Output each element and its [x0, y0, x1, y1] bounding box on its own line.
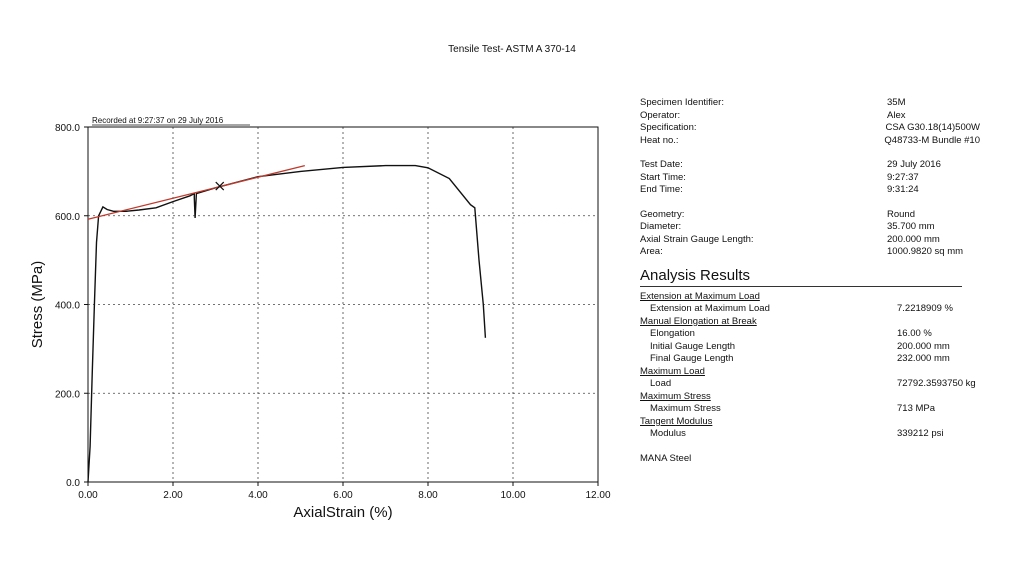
- info-label: Axial Strain Gauge Length:: [640, 233, 754, 245]
- analysis-section-heading: Maximum Load: [640, 365, 705, 377]
- info-row: Final Gauge Length 232.000 mm: [640, 353, 980, 366]
- info-row: Maximum Stress 713 MPa: [640, 403, 980, 416]
- axis-ticks: 0.00 2.00 4.00 6.00 8.00 10.00 12.00 0.0 200.0 40…: [55, 123, 611, 501]
- info-value: CSA G30.18(14)500W: [885, 122, 980, 133]
- x-tick-label: 6.00: [333, 490, 353, 501]
- stress-strain-chart: 0.00 2.00 4.00 6.00 8.00 10.00 12.00 0.0 200.0 40…: [29, 116, 611, 521]
- y-tick-label: 600.0: [55, 212, 80, 223]
- x-axis-title: AxialStrain (%): [293, 504, 392, 521]
- timing-block: Test Date: 29 July 2016 Start Time: 9:27:37…: [640, 159, 980, 197]
- info-value: Round: [887, 208, 915, 220]
- analysis-results: Extension at Maximum Load Extension at Ma…: [640, 291, 980, 441]
- info-row: Specimen Identifier: 35M: [640, 97, 980, 110]
- info-label: Area:: [640, 246, 663, 257]
- chart-title: Tensile Test- ASTM A 370-14: [448, 44, 576, 55]
- series-layer: [87, 164, 487, 483]
- info-label: Modulus: [650, 428, 686, 439]
- info-label: Specimen Identifier:: [640, 97, 724, 108]
- info-value: 29 July 2016: [887, 159, 941, 170]
- info-value: 9:27:37: [887, 171, 919, 183]
- info-label: Extension at Maximum Load: [650, 303, 770, 314]
- info-row: Elongation 16.00 %: [640, 328, 980, 341]
- info-label: Final Gauge Length: [650, 353, 734, 364]
- y-tick-label: 0.0: [66, 478, 80, 489]
- info-label: Specification:: [640, 122, 697, 133]
- info-value: 339212 psi: [897, 428, 944, 439]
- info-label: Start Time:: [640, 171, 686, 183]
- info-label: Operator:: [640, 109, 681, 121]
- info-value: 16.00 %: [897, 328, 932, 339]
- grid: [88, 127, 598, 482]
- info-row: Area: 1000.9820 sq mm: [640, 246, 980, 259]
- y-tick-label: 800.0: [55, 123, 80, 134]
- stress-strain-curve: [87, 164, 487, 483]
- info-value: Alex: [887, 109, 906, 121]
- info-row: Diameter: 35.700 mm: [640, 221, 980, 234]
- test-info-panel: Specimen Identifier: 35M Operator: Alex Spec…: [640, 97, 980, 465]
- y-axis-title: Stress (MPa): [29, 261, 46, 349]
- info-value: 7.2218909 %: [897, 303, 953, 314]
- info-label: End Time:: [640, 184, 683, 195]
- x-tick-label: 2.00: [163, 490, 183, 501]
- geometry-block: Geometry: Round Diameter: 35.700 mm Axial St…: [640, 209, 980, 259]
- info-value: 200.000 mm: [887, 233, 940, 245]
- info-row: Operator: Alex: [640, 110, 980, 123]
- y-tick-label: 200.0: [55, 389, 80, 400]
- info-label: Heat no.:: [640, 134, 679, 146]
- x-tick-label: 0.00: [78, 490, 98, 501]
- x-tick-label: 4.00: [248, 490, 268, 501]
- analysis-section-heading: Manual Elongation at Break: [640, 315, 757, 327]
- analysis-section-heading: Maximum Stress: [640, 390, 711, 402]
- info-value: 35.700 mm: [887, 221, 935, 232]
- info-row: Test Date: 29 July 2016: [640, 159, 980, 172]
- info-value: 232.000 mm: [897, 353, 950, 364]
- analysis-results-title: Analysis Results: [640, 267, 962, 287]
- max-load-marker: [215, 181, 225, 191]
- info-label: Initial Gauge Length: [650, 340, 736, 352]
- analysis-section-heading: Extension at Maximum Load: [640, 290, 760, 302]
- info-label: Maximum Stress: [650, 403, 721, 414]
- info-row: Geometry: Round: [640, 209, 980, 222]
- recorded-annotation: Recorded at 9:27:37 on 29 July 2016: [92, 116, 224, 125]
- info-value: Q48733-M Bundle #10: [884, 134, 980, 146]
- info-value: 200.000 mm: [897, 340, 950, 352]
- info-label: Elongation: [650, 328, 695, 339]
- analysis-section-heading: Tangent Modulus: [640, 415, 713, 427]
- info-row: Axial Strain Gauge Length: 200.000 mm: [640, 234, 980, 247]
- footer-company: MANA Steel: [640, 452, 692, 464]
- info-row: Start Time: 9:27:37: [640, 172, 980, 185]
- info-value: 9:31:24: [887, 184, 919, 195]
- info-value: 72792.3593750 kg: [897, 378, 976, 389]
- info-label: Geometry:: [640, 208, 685, 220]
- info-row: End Time: 9:31:24: [640, 184, 980, 197]
- info-row: Modulus 339212 psi: [640, 428, 980, 441]
- info-label: Diameter:: [640, 221, 682, 232]
- x-tick-label: 12.00: [585, 490, 610, 501]
- info-label: Load: [650, 378, 672, 389]
- info-row: Specification: CSA G30.18(14)500W: [640, 122, 980, 135]
- info-row: Initial Gauge Length 200.000 mm: [640, 341, 980, 354]
- x-tick-label: 10.00: [500, 490, 525, 501]
- info-value: 713 MPa: [897, 403, 936, 414]
- info-row: Extension at Maximum Load 7.2218909 %: [640, 303, 980, 316]
- x-tick-label: 8.00: [418, 490, 438, 501]
- tangent-line: [87, 164, 305, 220]
- info-row: Heat no.: Q48733-M Bundle #10: [640, 135, 980, 148]
- info-label: Test Date:: [640, 159, 683, 170]
- info-row: Load 72792.3593750 kg: [640, 378, 980, 391]
- y-tick-label: 400.0: [55, 301, 80, 312]
- info-value: 1000.9820 sq mm: [887, 246, 964, 257]
- specimen-block: Specimen Identifier: 35M Operator: Alex Spec…: [640, 97, 980, 147]
- info-value: 35M: [887, 97, 906, 108]
